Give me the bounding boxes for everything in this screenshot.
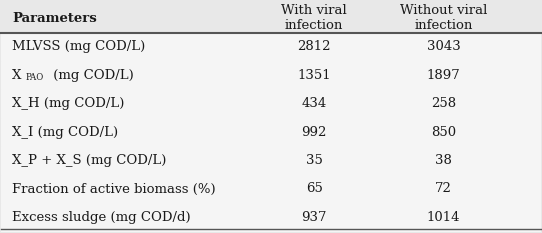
Text: Fraction of active biomass (%): Fraction of active biomass (%): [12, 182, 216, 195]
Bar: [2, 4, 540, 33]
Text: 434: 434: [301, 97, 327, 110]
Text: 72: 72: [435, 182, 452, 195]
Text: 38: 38: [435, 154, 452, 167]
Text: Excess sludge (mg COD/d): Excess sludge (mg COD/d): [12, 211, 191, 224]
Bar: [2, 146, 540, 175]
Text: X_P + X_S (mg COD/L): X_P + X_S (mg COD/L): [12, 154, 166, 167]
Text: Parameters: Parameters: [12, 12, 97, 25]
Text: 3043: 3043: [427, 40, 460, 53]
Text: 992: 992: [301, 126, 327, 139]
Text: 850: 850: [431, 126, 456, 139]
Text: (mg COD/L): (mg COD/L): [49, 69, 133, 82]
Text: Without viral
infection: Without viral infection: [400, 4, 487, 32]
Text: 65: 65: [306, 182, 322, 195]
Text: 35: 35: [306, 154, 322, 167]
Text: 1014: 1014: [427, 211, 460, 224]
Text: X_H (mg COD/L): X_H (mg COD/L): [12, 97, 125, 110]
Text: 258: 258: [431, 97, 456, 110]
Bar: [2, 175, 540, 203]
Bar: [2, 118, 540, 146]
Text: X_I (mg COD/L): X_I (mg COD/L): [12, 126, 118, 139]
Bar: [2, 61, 540, 89]
Text: X: X: [12, 69, 22, 82]
Bar: [2, 203, 540, 232]
Bar: [2, 89, 540, 118]
Text: MLVSS (mg COD/L): MLVSS (mg COD/L): [12, 40, 145, 53]
Text: PAO: PAO: [25, 73, 44, 82]
Text: 2812: 2812: [298, 40, 331, 53]
Text: 937: 937: [301, 211, 327, 224]
Bar: [2, 33, 540, 61]
Text: 1897: 1897: [427, 69, 460, 82]
Text: 1351: 1351: [298, 69, 331, 82]
Text: With viral
infection: With viral infection: [281, 4, 347, 32]
